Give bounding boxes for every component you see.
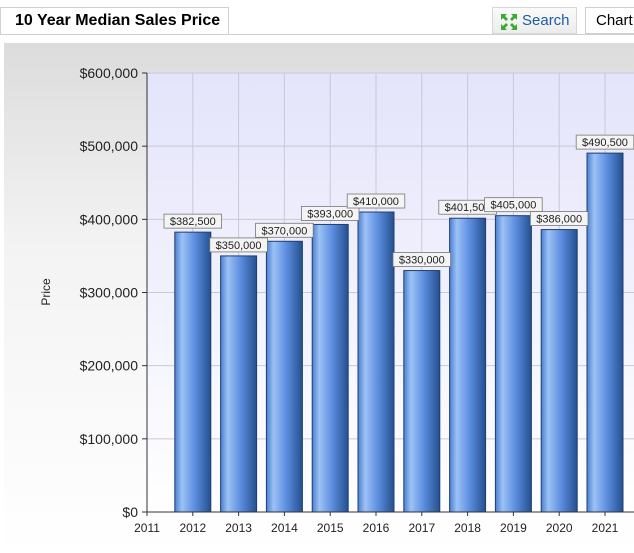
y-tick-label: $400,000 [80,211,139,227]
y-ticks: $0 $100,000 $200,000 $300,000 $400,000 $500,0… [80,65,147,520]
data-label-2014: $370,000 [261,225,307,237]
y-axis-label: Price [39,278,53,306]
x-tick-label: 2017 [408,521,435,535]
x-tick-label: 2019 [500,521,527,535]
x-tick-label: 2016 [363,521,390,535]
x-tick-label: 2013 [225,521,252,535]
bar-2013 [220,255,258,513]
data-label-box [392,252,451,267]
tab-chart[interactable]: Chart [585,7,634,34]
bar-2018 [449,217,487,513]
y-tick-label: $500,000 [80,138,139,154]
bar-2016 [357,211,395,513]
data-label-box [300,206,360,221]
data-label-box [530,211,589,226]
data-label-2013: $350,000 [216,240,262,252]
data-label-box [484,197,543,213]
bar-2012 [174,231,212,513]
y-tick-label: $100,000 [80,431,139,447]
x-tick-label: 2020 [546,521,573,535]
y-tick-label: $0 [122,504,138,520]
search-button[interactable]: Search [492,7,577,34]
search-button-label: Search [522,12,570,29]
x-tick-label: 2014 [271,521,298,535]
bar-2020 [540,229,578,513]
data-label-box [209,237,268,253]
data-label-2018: $401,500 [445,202,491,214]
bar-2019 [494,215,532,513]
expand-arrows-icon [501,14,517,30]
x-tick-label: 2015 [317,521,344,535]
bars [174,152,624,513]
data-label-box [346,193,406,209]
y-tick-label: $600,000 [80,65,139,81]
x-tick-label: 2018 [454,521,481,535]
data-label-2012: $382,500 [170,216,216,228]
bar-2021 [586,152,624,513]
chart-title: 10 Year Median Sales Price [15,12,221,29]
tab-chart-label: Chart [596,12,633,29]
chart-title-tab[interactable]: 10 Year Median Sales Price [0,7,229,34]
x-ticks: 2011 2012 2013 2014 2015 2016 2017 2018 2019 2020… [134,512,619,535]
data-label-2019: $405,000 [490,200,536,212]
x-tick-label: 2021 [592,521,619,535]
data-label-2015: $393,000 [307,208,353,220]
data-label-box [163,213,222,229]
data-label-2017: $330,000 [399,255,445,267]
y-tick-label: $200,000 [80,358,139,374]
y-tick-label: $300,000 [80,285,139,301]
data-label-box [255,222,314,238]
data-label-2021: $490,500 [582,137,628,149]
x-tick-label: 2011 [134,521,160,535]
x-tick-label: 2012 [179,521,206,535]
bar-2017 [403,270,441,513]
bar-2015 [311,223,349,513]
data-label-2016: $410,000 [353,196,399,208]
tab-divider [0,34,634,35]
data-label-2020: $386,000 [536,214,582,226]
bar-2014 [265,240,303,513]
data-labels: $382,500$350,000 $370,000$393,000$410,000… [163,134,634,267]
